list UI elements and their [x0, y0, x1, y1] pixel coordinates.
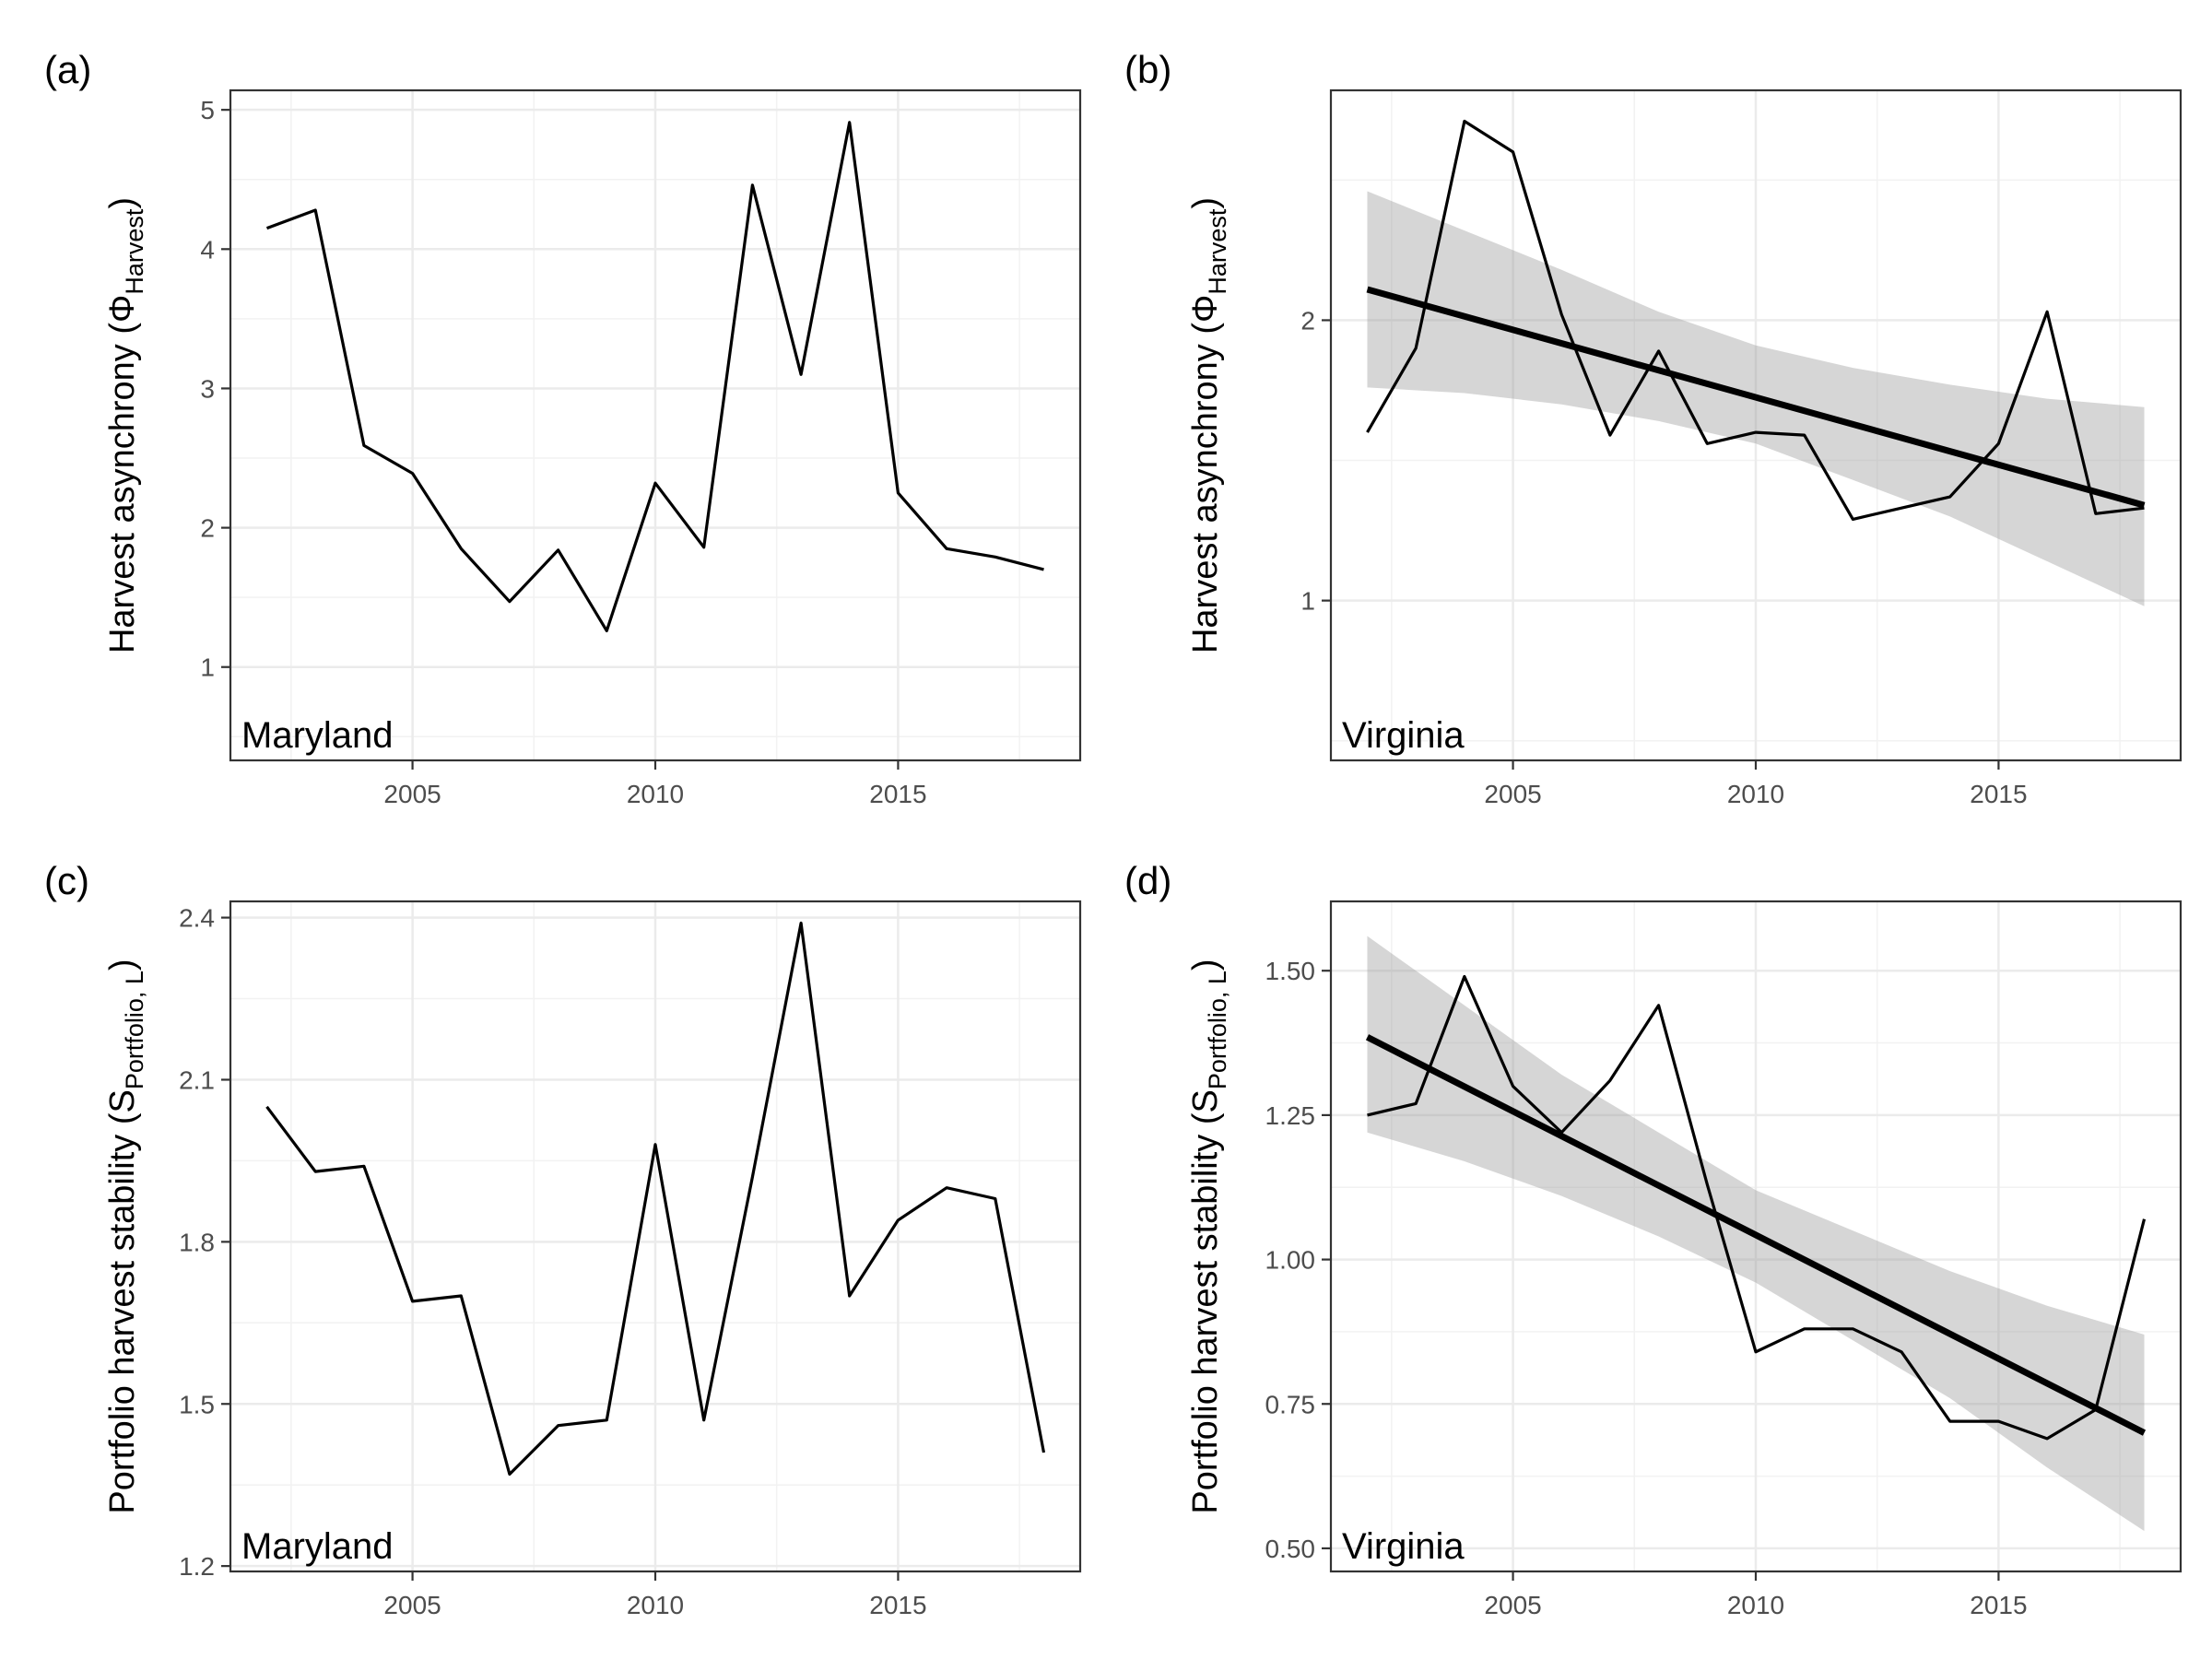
- y-axis-label-subscript: Harvest: [1204, 208, 1231, 295]
- y-axis-label-end: ): [1186, 197, 1225, 209]
- y-tick-label: 1.25: [1265, 1101, 1316, 1130]
- x-tick-label: 2015: [869, 1591, 926, 1619]
- y-axis-label-subscript: Portfolio, L: [121, 971, 148, 1089]
- series-line: [1367, 974, 2147, 1441]
- panel-c: 2005 2010 2015 1.2 1.5 1.8 2.1 2.4 (c) Maryland Po…: [44, 859, 1082, 1619]
- y-tick-label: 1: [1300, 587, 1315, 616]
- x-tick-label: 2005: [383, 780, 441, 808]
- y-tick-label: 0.75: [1265, 1390, 1316, 1418]
- y-axis-label-subscript: Harvest: [121, 208, 148, 295]
- region-label: Maryland: [241, 1526, 394, 1567]
- panel-d: 2005 2010 2015 0.50 0.75 1.00 1.25 1.50 (d) Virgi…: [1124, 859, 2183, 1619]
- y-tick-label: 2: [1300, 306, 1315, 335]
- region-label: Virginia: [1342, 715, 1465, 756]
- y-axis-label-subscript: Portfolio, L: [1204, 971, 1231, 1089]
- x-tick-label: 2015: [869, 780, 926, 808]
- y-tick-label: 0.50: [1265, 1535, 1316, 1563]
- panel-b: 2005 2010 2015 1 2 (b) Virginia Harvest asynchr…: [1124, 48, 2183, 808]
- panel-tag: (c): [44, 859, 89, 902]
- y-axis-label-end: ): [1186, 959, 1225, 971]
- series-line: [265, 121, 1044, 633]
- y-tick-label: 1.5: [179, 1390, 215, 1418]
- panel-tag: (b): [1124, 48, 1171, 91]
- x-tick-label: 2005: [1484, 780, 1541, 808]
- x-tick-label: 2010: [1727, 1591, 1784, 1619]
- y-axis-label-main: Portfolio harvest stability (S: [103, 1089, 142, 1513]
- panel-tag: (d): [1124, 859, 1171, 902]
- x-tick-label: 2010: [627, 780, 684, 808]
- x-tick-label: 2005: [1484, 1591, 1541, 1619]
- panel-a: 2005 2010 2015 1 2 3 4 5 (a) Maryland Harvest asyn…: [44, 48, 1082, 808]
- y-axis-label-end: ): [103, 197, 142, 209]
- x-tick-label: 2015: [1970, 1591, 2027, 1619]
- x-tick-label: 2010: [1727, 780, 1784, 808]
- y-tick-label: 5: [200, 96, 215, 124]
- trend-line: [1366, 286, 2146, 509]
- series-line: [265, 921, 1046, 1477]
- trend-line: [1365, 1034, 2147, 1436]
- y-tick-label: 2: [200, 514, 215, 543]
- y-axis-label: Harvest asynchrony (ΦHarvest): [1186, 197, 1231, 653]
- region-label: Maryland: [241, 715, 394, 756]
- region-label: Virginia: [1342, 1526, 1465, 1567]
- y-tick-label: 1.50: [1265, 957, 1316, 985]
- y-tick-label: 1.2: [179, 1552, 215, 1581]
- y-tick-label: 3: [200, 374, 215, 403]
- x-tick-label: 2005: [383, 1591, 441, 1619]
- y-tick-label: 1.00: [1265, 1246, 1316, 1275]
- y-tick-label: 4: [200, 235, 215, 264]
- series-line: [1366, 119, 2145, 522]
- y-tick-label: 2.1: [179, 1065, 215, 1094]
- y-axis-label-main: Harvest asynchrony (Φ: [103, 295, 142, 653]
- y-axis-label-main: Portfolio harvest stability (S: [1186, 1089, 1225, 1513]
- y-axis-label: Harvest asynchrony (ΦHarvest): [103, 197, 148, 653]
- panel-tag: (a): [44, 48, 91, 91]
- y-axis-label: Portfolio harvest stability (SPortfolio,…: [1186, 959, 1231, 1513]
- x-tick-label: 2010: [627, 1591, 684, 1619]
- y-axis-label-main: Harvest asynchrony (Φ: [1186, 295, 1225, 653]
- y-tick-label: 2.4: [179, 904, 215, 933]
- x-tick-label: 2015: [1970, 780, 2027, 808]
- y-axis-label-end: ): [103, 959, 142, 971]
- y-tick-label: 1: [200, 653, 215, 682]
- y-tick-label: 1.8: [179, 1228, 215, 1256]
- y-axis-label: Portfolio harvest stability (SPortfolio,…: [103, 959, 148, 1513]
